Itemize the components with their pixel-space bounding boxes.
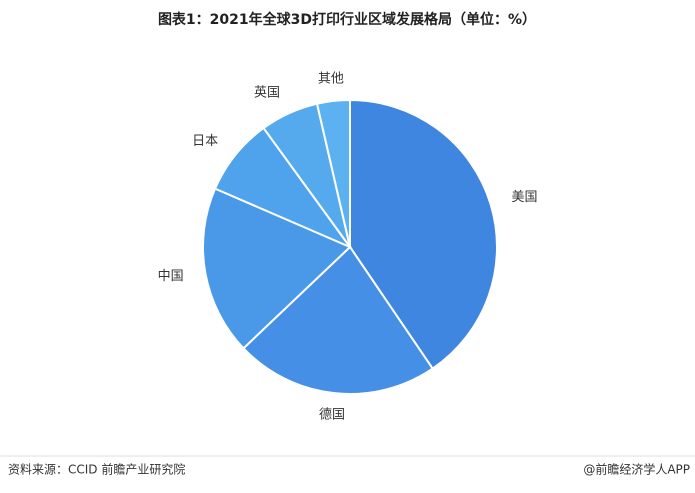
source: 资料来源：CCID 前瞻产业研究院 [8,462,185,477]
chart-title: 图表1：2021年全球3D打印行业区域发展格局（单位：%） [158,11,536,28]
slice-label: 美国 [512,190,538,205]
credit: @前瞻经济学人APP [583,462,690,477]
slice-label: 德国 [319,408,345,423]
slice-label: 其他 [318,72,344,87]
pie-slice [349,98,498,370]
pie-slice [242,245,435,395]
pie-slice [202,187,352,350]
slice-label: 英国 [254,86,280,101]
pie-slice [315,98,351,248]
slice-label: 中国 [158,269,184,284]
slice-label: 日本 [192,134,218,149]
